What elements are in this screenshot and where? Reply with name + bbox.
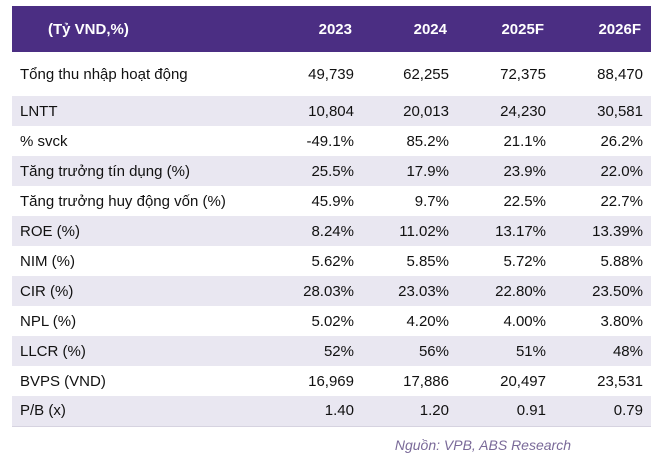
cell-value: 5.02% xyxy=(311,312,354,330)
cell-value: 24,230 xyxy=(457,96,554,126)
table-row: % svck -49.1% 85.2% 21.1% 26.2% xyxy=(12,126,651,156)
cell-value: 16,969 xyxy=(308,372,354,390)
row-label: NIM (%) xyxy=(20,252,75,270)
cell-value: 49,739 xyxy=(308,65,354,83)
year-header-2023: 2023 xyxy=(277,6,362,52)
cell-value: 13.17% xyxy=(457,216,554,246)
row-label: P/B (x) xyxy=(12,396,277,427)
row-label: NPL (%) xyxy=(20,312,77,330)
cell-value: 56% xyxy=(362,336,457,366)
cell-value: 88,470 xyxy=(597,65,643,83)
row-label: CIR (%) xyxy=(12,276,277,306)
cell-value: 26.2% xyxy=(600,132,643,150)
cell-value: 28.03% xyxy=(277,276,362,306)
cell-value: -49.1% xyxy=(306,132,354,150)
cell-value: 22.5% xyxy=(503,192,546,210)
cell-value: 22.7% xyxy=(600,192,643,210)
cell-value: 10,804 xyxy=(277,96,362,126)
row-label: BVPS (VND) xyxy=(20,372,106,390)
table-row: LLCR (%) 52% 56% 51% 48% xyxy=(12,336,651,366)
cell-value: 45.9% xyxy=(311,192,354,210)
cell-value: 9.7% xyxy=(414,192,449,210)
year-header-2025f: 2025F xyxy=(457,6,554,52)
cell-value: 11.02% xyxy=(362,216,457,246)
table-row: BVPS (VND) 16,969 17,886 20,497 23,531 xyxy=(12,366,651,396)
financial-forecast-table: (Tỷ VND,%) 2023 2024 2025F 2026F Tổng th… xyxy=(12,6,651,427)
cell-value: 30,581 xyxy=(554,96,651,126)
cell-value: 13.39% xyxy=(554,216,651,246)
year-header-2024: 2024 xyxy=(362,6,457,52)
table-header-row: (Tỷ VND,%) 2023 2024 2025F 2026F xyxy=(12,6,651,52)
cell-value: 4.20% xyxy=(406,312,449,330)
cell-value: 0.91 xyxy=(457,396,554,427)
table-row: Tăng trưởng tín dụng (%) 25.5% 17.9% 23.… xyxy=(12,156,651,186)
cell-value: 5.72% xyxy=(503,252,546,270)
table-row: P/B (x) 1.40 1.20 0.91 0.79 xyxy=(12,396,651,427)
cell-value: 22.80% xyxy=(457,276,554,306)
year-header-2026f: 2026F xyxy=(554,6,651,52)
table-row: Tăng trưởng huy động vốn (%) 45.9% 9.7% … xyxy=(12,186,651,216)
cell-value: 20,497 xyxy=(500,372,546,390)
cell-value: 3.80% xyxy=(600,312,643,330)
table-row: NIM (%) 5.62% 5.85% 5.72% 5.88% xyxy=(12,246,651,276)
cell-value: 72,375 xyxy=(500,65,546,83)
row-label: Tổng thu nhập hoạt động xyxy=(20,65,188,83)
row-label: % svck xyxy=(20,132,68,150)
cell-value: 17.9% xyxy=(362,156,457,186)
cell-value: 51% xyxy=(457,336,554,366)
cell-value: 23.9% xyxy=(457,156,554,186)
cell-value: 62,255 xyxy=(403,65,449,83)
cell-value: 22.0% xyxy=(554,156,651,186)
cell-value: 17,886 xyxy=(403,372,449,390)
cell-value: 20,013 xyxy=(362,96,457,126)
cell-value: 25.5% xyxy=(277,156,362,186)
cell-value: 0.79 xyxy=(554,396,651,427)
source-note: Nguồn: VPB, ABS Research xyxy=(394,437,571,453)
row-label: Tăng trưởng tín dụng (%) xyxy=(12,156,277,186)
cell-value: 4.00% xyxy=(503,312,546,330)
table-row: ROE (%) 8.24% 11.02% 13.17% 13.39% xyxy=(12,216,651,246)
table-row: LNTT 10,804 20,013 24,230 30,581 xyxy=(12,96,651,126)
cell-value: 52% xyxy=(277,336,362,366)
row-label: LLCR (%) xyxy=(12,336,277,366)
cell-value: 48% xyxy=(554,336,651,366)
cell-value: 23.50% xyxy=(554,276,651,306)
cell-value: 23.03% xyxy=(362,276,457,306)
cell-value: 85.2% xyxy=(406,132,449,150)
cell-value: 5.88% xyxy=(600,252,643,270)
cell-value: 5.62% xyxy=(311,252,354,270)
cell-value: 1.20 xyxy=(362,396,457,427)
cell-value: 23,531 xyxy=(597,372,643,390)
cell-value: 5.85% xyxy=(406,252,449,270)
cell-value: 8.24% xyxy=(277,216,362,246)
cell-value: 21.1% xyxy=(503,132,546,150)
cell-value: 1.40 xyxy=(277,396,362,427)
row-label: LNTT xyxy=(12,96,277,126)
table-row: Tổng thu nhập hoạt động 49,739 62,255 72… xyxy=(12,52,651,96)
row-label: Tăng trưởng huy động vốn (%) xyxy=(20,192,226,210)
unit-label-header: (Tỷ VND,%) xyxy=(12,6,277,52)
row-label: ROE (%) xyxy=(12,216,277,246)
table-row: CIR (%) 28.03% 23.03% 22.80% 23.50% xyxy=(12,276,651,306)
table-row: NPL (%) 5.02% 4.20% 4.00% 3.80% xyxy=(12,306,651,336)
